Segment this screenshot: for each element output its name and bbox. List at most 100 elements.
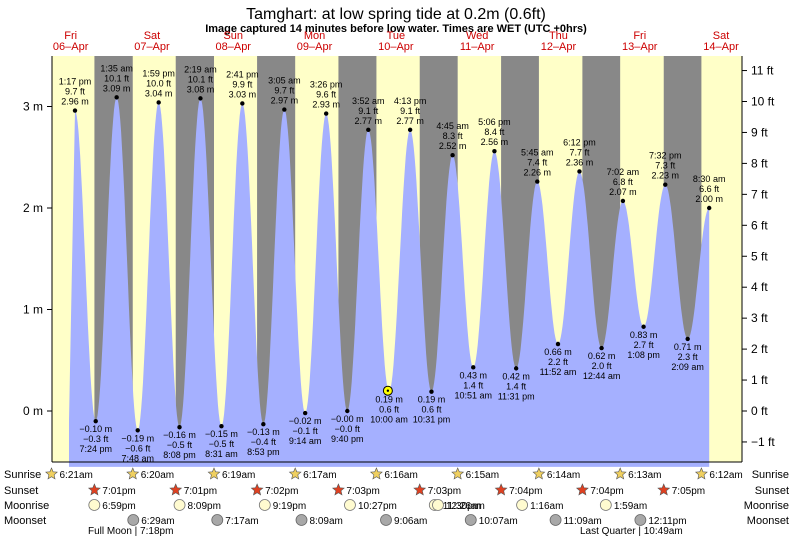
high-tide-point [407,127,413,133]
day-date: 10–Apr [378,41,414,53]
low-tide-point [261,421,266,427]
high-tide-ft: 7.4 ft [527,158,548,168]
high-tide-m: 2.07 m [609,187,637,197]
day-date: 12–Apr [541,41,577,53]
high-tide-ft: 9.7 ft [274,86,295,96]
high-tide-point [240,101,245,106]
sunset-icon [575,483,589,496]
high-tide-ft: 6.8 ft [613,177,634,187]
low-tide-m: −0.16 m [163,430,196,440]
day-weekday: Mon [304,30,325,42]
high-tide-m: 2.77 m [396,116,424,126]
row-label-right-sunrise: Sunrise [752,469,789,481]
high-tide-m: 2.36 m [566,157,594,167]
sunrise-icon [45,467,58,480]
low-tide-point [471,365,476,370]
high-tide-m: 2.23 m [652,171,680,181]
high-tide-time: 5:45 am [521,148,554,158]
right-tick-label: 8 ft [751,156,768,170]
sunrise-time: 6:12am [709,470,742,481]
sunrise-time: 6:14am [547,470,580,481]
left-tick-label: 3 m [23,100,43,114]
sunrise-icon [207,467,221,480]
low-tide-ft: −0.5 ft [167,440,193,450]
low-tide-time: 8:31 am [205,449,238,459]
moonrise-time: 1:59am [614,501,647,512]
day-date: 07–Apr [134,41,170,53]
sunset-icon [657,483,671,496]
right-tick-label: 2 ft [751,342,768,356]
high-tide-time: 7:02 am [607,167,640,177]
sunset-icon [331,483,345,496]
row-label-left-sunset: Sunset [4,485,38,497]
moonset-icon [211,514,224,526]
moonset-time: 12:11pm [648,516,686,527]
low-tide-m: 0.19 m [375,395,403,405]
high-tide-time: 4:13 pm [394,96,427,106]
low-tide-ft: 1.4 ft [506,381,527,391]
sunset-icon [413,483,427,496]
moonset-icon [634,514,647,526]
low-tide-time: 7:24 pm [79,444,112,454]
sunset-time: 7:05pm [672,486,705,497]
row-label-left-sunrise: Sunrise [4,469,41,481]
high-tide-ft: 10.1 ft [188,74,214,84]
low-tide-m: −0.15 m [205,429,238,439]
sunset-time: 7:02pm [265,486,298,497]
astronomy-rows: Sunrise Sunrise Sunset Sunset Moonrise Moonri… [4,467,789,537]
right-tick-label: 11 ft [751,64,774,78]
moonset-time: 6:29am [141,516,174,527]
low-tide-ft: −0.6 ft [125,443,151,453]
day-weekday: Tue [387,30,406,42]
sunset-time: 7:03pm [346,486,379,497]
high-tide-point [366,127,371,133]
chart-title: Tamghart: at low spring tide at 0.2m (0.… [246,6,546,23]
high-tide-m: 2.93 m [312,100,340,110]
moonrise-icon [599,499,612,511]
low-tide-m: 0.62 m [588,351,616,361]
low-tide-time: 9:14 am [289,436,322,446]
moonrise-icon [88,499,101,511]
high-tide-m: 2.26 m [524,168,552,178]
left-tick-label: 1 m [23,303,43,317]
chart-subtitle: Image captured 14 minutes before low wat… [205,23,587,35]
sunrise-icon [694,467,708,480]
high-tide-point [492,148,497,154]
low-tide-ft: 2.3 ft [678,352,699,362]
moon-phase-last-quarter: Last Quarter | 10:49am [580,526,683,537]
low-tide-time: 9:40 pm [331,434,364,444]
high-tide-time: 2:19 am [184,64,217,74]
low-tide-time: 11:31 pm [498,391,535,401]
row-label-left-moonset: Moonset [4,515,46,527]
high-tide-ft: 8.3 ft [443,131,464,141]
low-tide-ft: −0.4 ft [251,437,277,447]
high-tide-time: 7:32 pm [649,151,682,161]
high-tide-ft: 9.1 ft [400,106,421,116]
high-tide-ft: 9.7 ft [65,87,86,97]
low-tide-m: 0.19 m [418,395,446,405]
low-tide-time: 1:08 pm [627,350,660,360]
moonrise-time: 8:09pm [188,501,221,512]
high-tide-m: 3.08 m [187,84,215,94]
moonrise-time: 11:30pm [443,501,481,512]
right-tick-label: 1 ft [751,373,768,387]
low-tide-ft: −0.0 ft [335,424,361,434]
sunset-icon [494,483,508,496]
low-tide-point [599,345,604,351]
sunrise-icon [532,467,546,480]
high-tide-ft: 6.6 ft [699,184,720,194]
low-tide-time: 10:31 pm [413,415,451,425]
low-tide-m: 0.71 m [674,342,702,352]
moonrise-time: 10:27pm [358,501,397,512]
right-tick-label: 6 ft [751,218,768,232]
day-date: 06–Apr [53,41,89,53]
high-tide-time: 4:45 am [436,121,469,131]
moonrise-icon [344,499,356,511]
high-tide-time: 5:06 pm [478,117,511,127]
low-tide-time: 8:53 pm [247,447,280,457]
right-tick-label: 0 ft [751,404,768,418]
high-tide-m: 3.04 m [145,88,173,98]
row-label-right-moonset: Moonset [747,515,789,527]
high-tide-m: 3.03 m [229,89,257,99]
low-tide-time: 2:09 am [671,362,704,372]
